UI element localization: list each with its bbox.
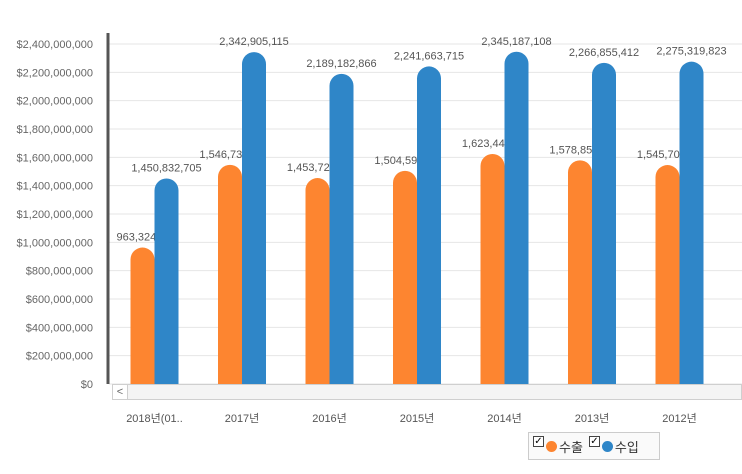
y-tick-label: $1,600,000,000 [17, 152, 93, 164]
scroll-left-arrow[interactable]: < [113, 385, 128, 399]
legend-swatch-export [546, 440, 557, 452]
y-tick-label: $2,400,000,000 [17, 39, 93, 51]
bar-export[interactable] [393, 170, 417, 384]
x-tick-label: 2015년 [400, 412, 435, 425]
y-tick-label: $800,000,000 [26, 266, 93, 278]
y-tick-label: $1,400,000,000 [17, 181, 93, 193]
legend-checkbox-export[interactable]: ✓ [533, 435, 544, 447]
y-tick-label: $1,000,000,000 [17, 237, 93, 249]
bar-export[interactable] [480, 154, 505, 384]
bar-import[interactable] [417, 66, 441, 385]
legend-label-import: 수입 [614, 439, 639, 455]
legend-item-export[interactable]: ✓ 수출 [533, 435, 583, 456]
x-tick-label: 2012년 [662, 412, 697, 425]
bar-export[interactable] [655, 165, 680, 384]
bar-export[interactable] [218, 164, 242, 384]
legend-swatch-import [601, 440, 613, 452]
data-label-import: 2,266,855,412 [569, 47, 639, 59]
bar-export[interactable] [305, 178, 330, 384]
y-tick-label: $2,000,000,000 [17, 96, 93, 108]
y-tick-label: $0 [81, 379, 93, 391]
legend-item-import[interactable]: ✓ 수입 [588, 435, 639, 456]
legend: ✓ 수출 ✓ 수입 [528, 432, 660, 460]
x-tick-label: 2017년 [225, 412, 260, 425]
legend-label-export: 수출 [559, 439, 583, 455]
bar-export[interactable] [130, 247, 155, 384]
x-tick-label: 2016년 [312, 412, 347, 425]
bar-import[interactable] [329, 73, 354, 384]
data-label-import: 2,342,905,115 [219, 36, 289, 48]
bar-import[interactable] [592, 62, 616, 385]
data-label-import: 2,275,319,823 [656, 46, 726, 58]
bar-import[interactable] [242, 52, 266, 384]
y-tick-label: $600,000,000 [26, 294, 93, 306]
y-tick-label: $400,000,000 [26, 322, 93, 334]
y-tick-label: $1,200,000,000 [17, 209, 93, 221]
y-tick-label: $2,200,000,000 [17, 67, 93, 79]
horizontal-scrollbar[interactable]: < [112, 384, 742, 400]
data-label-import: 2,345,187,108 [481, 36, 551, 48]
bar-import[interactable] [679, 61, 704, 384]
data-label-import: 2,189,182,866 [306, 58, 376, 70]
data-label-import: 2,241,663,715 [394, 50, 464, 62]
bar-import[interactable] [154, 178, 179, 384]
bar-import[interactable] [504, 51, 529, 384]
legend-checkbox-import[interactable]: ✓ [588, 435, 600, 447]
x-tick-label: 2014년 [487, 412, 522, 425]
y-tick-label: $200,000,000 [26, 351, 93, 363]
x-tick-label: 2013년 [575, 412, 610, 425]
y-tick-label: $1,800,000,000 [17, 124, 93, 136]
x-tick-label: 2018년(01.. [126, 412, 183, 425]
data-label-import: 1,450,832,705 [131, 162, 201, 174]
bar-export[interactable] [568, 160, 592, 384]
